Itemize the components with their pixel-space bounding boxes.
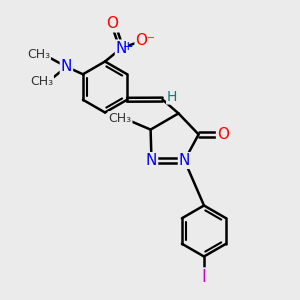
Text: I: I: [202, 268, 206, 286]
Text: CH₃: CH₃: [108, 112, 132, 125]
Text: H: H: [167, 90, 177, 104]
Text: N: N: [179, 153, 190, 168]
Text: CH₃: CH₃: [27, 48, 50, 61]
Text: N: N: [61, 59, 72, 74]
Text: CH₃: CH₃: [30, 75, 53, 88]
Text: O: O: [106, 16, 119, 32]
Text: +: +: [123, 40, 134, 53]
Text: O⁻: O⁻: [136, 33, 155, 48]
Text: O: O: [217, 127, 229, 142]
Text: N: N: [146, 153, 157, 168]
Text: N: N: [116, 40, 127, 56]
